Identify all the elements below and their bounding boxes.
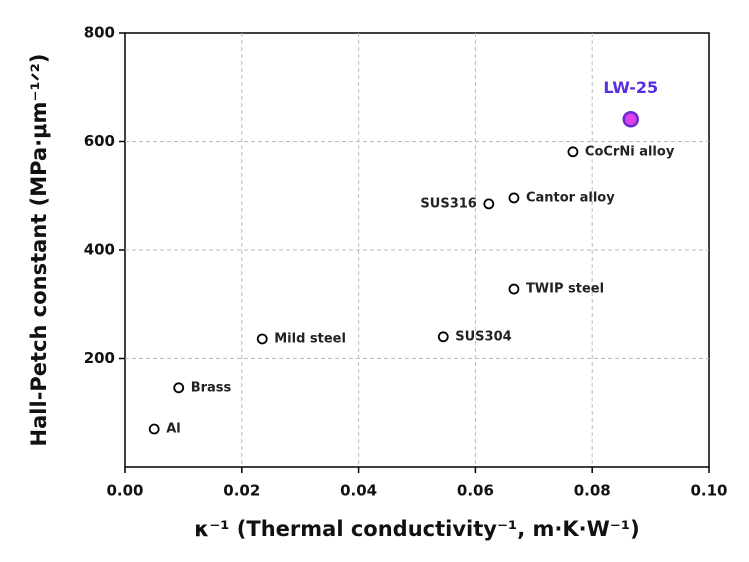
point <box>256 333 268 345</box>
x-tick-label: 0.00 <box>106 482 143 500</box>
x-tick-label: 0.02 <box>223 482 260 500</box>
point-label: Brass <box>191 380 232 395</box>
point-label: Cantor alloy <box>526 190 615 205</box>
point-label: TWIP steel <box>526 282 604 297</box>
point-label: LW-25 <box>603 78 658 97</box>
x-tick-label: 0.08 <box>574 482 611 500</box>
point-label: SUS304 <box>455 329 511 344</box>
point-label: Al <box>166 422 181 437</box>
y-tick-label: 200 <box>84 349 115 367</box>
point <box>148 423 160 435</box>
y-axis-label: Hall-Petch constant (MPa·μm⁻¹ᐟ²) <box>27 54 51 447</box>
point-label: Mild steel <box>274 331 346 346</box>
point <box>567 146 579 158</box>
point <box>173 382 185 394</box>
point <box>508 283 520 295</box>
point-label: SUS316 <box>420 196 476 211</box>
y-tick-label: 600 <box>84 132 115 150</box>
point <box>483 198 495 210</box>
x-axis-label: κ⁻¹ (Thermal conductivity⁻¹, m·K·W⁻¹) <box>194 517 639 541</box>
x-tick-label: 0.04 <box>340 482 377 500</box>
x-tick-label: 0.06 <box>457 482 494 500</box>
point <box>508 192 520 204</box>
point-label: CoCrNi alloy <box>585 144 675 159</box>
x-tick-label: 0.10 <box>690 482 727 500</box>
y-tick-label: 400 <box>84 241 115 259</box>
point <box>437 331 449 343</box>
y-tick-label: 800 <box>84 24 115 42</box>
point <box>622 111 639 128</box>
